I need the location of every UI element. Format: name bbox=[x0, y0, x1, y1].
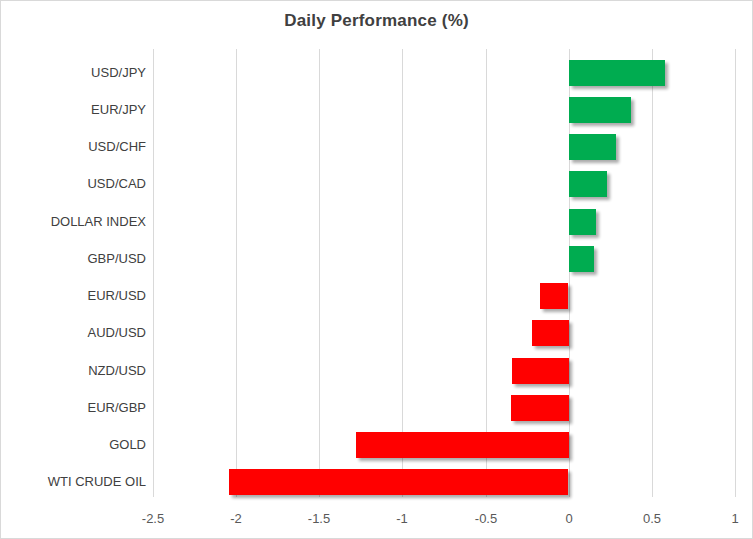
gridline bbox=[735, 49, 736, 497]
category-label: EUR/USD bbox=[1, 283, 146, 309]
bar-eur-jpy bbox=[569, 97, 631, 123]
bar-usd-jpy bbox=[569, 60, 665, 86]
category-label: EUR/JPY bbox=[1, 97, 146, 123]
gridline bbox=[236, 49, 237, 497]
x-axis-tick-label: -0.5 bbox=[464, 511, 508, 526]
category-axis-line bbox=[153, 49, 154, 497]
chart-container: Daily Performance (%) -2.5 -2 -1.5 -1 -0.5 0 0… bbox=[0, 0, 753, 539]
category-label: AUD/USD bbox=[1, 320, 146, 346]
x-axis-tick-label: 0.5 bbox=[630, 511, 674, 526]
bar-eur-usd bbox=[540, 283, 568, 309]
gridline bbox=[652, 49, 653, 497]
category-label: USD/CHF bbox=[1, 134, 146, 160]
gridline bbox=[319, 49, 320, 497]
x-axis-tick-label: 1 bbox=[713, 511, 753, 526]
bar-gold bbox=[356, 432, 569, 458]
x-axis-tick-label: 0 bbox=[547, 511, 591, 526]
bar-wti-crude-oil bbox=[229, 469, 568, 495]
category-label: DOLLAR INDEX bbox=[1, 209, 146, 235]
bar-nzd-usd bbox=[512, 358, 569, 384]
bar-eur-gbp bbox=[511, 395, 569, 421]
category-label: EUR/GBP bbox=[1, 395, 146, 421]
x-axis-tick-label: -1.5 bbox=[297, 511, 341, 526]
x-axis-tick-label: -1 bbox=[380, 511, 424, 526]
bar-usd-chf bbox=[569, 134, 616, 160]
x-axis-tick-label: -2.5 bbox=[131, 511, 175, 526]
category-label: GBP/USD bbox=[1, 246, 146, 272]
bar-usd-cad bbox=[569, 171, 607, 197]
bar-aud-usd bbox=[532, 320, 569, 346]
bar-gbp-usd bbox=[569, 246, 594, 272]
category-label: GOLD bbox=[1, 432, 146, 458]
x-axis-tick-label: -2 bbox=[214, 511, 258, 526]
category-label: USD/JPY bbox=[1, 60, 146, 86]
gridline bbox=[402, 49, 403, 497]
category-label: USD/CAD bbox=[1, 171, 146, 197]
chart-title: Daily Performance (%) bbox=[1, 11, 752, 31]
bar-dollar-index bbox=[569, 209, 596, 235]
category-label: NZD/USD bbox=[1, 358, 146, 384]
gridline bbox=[486, 49, 487, 497]
category-label: WTI CRUDE OIL bbox=[1, 469, 146, 495]
